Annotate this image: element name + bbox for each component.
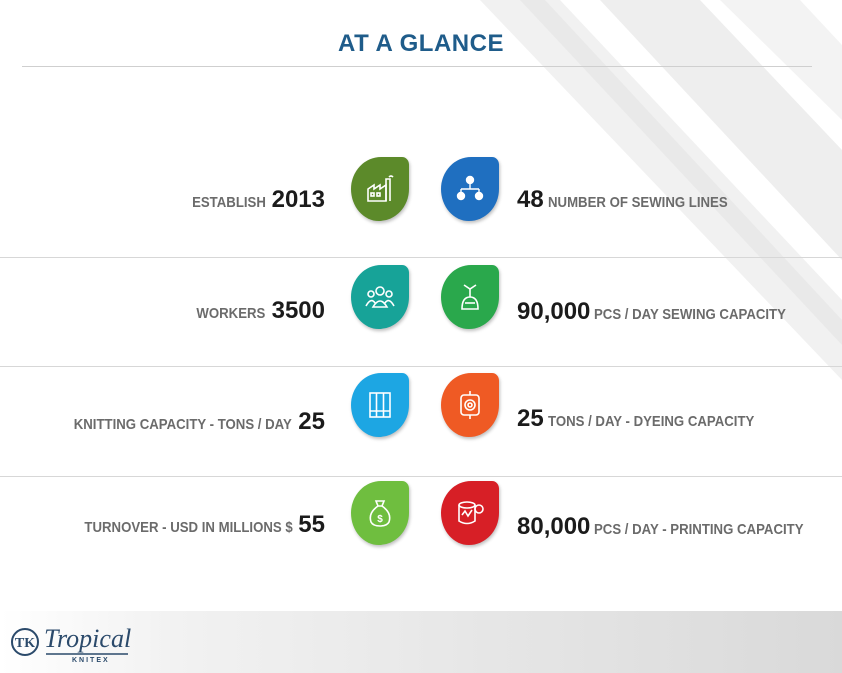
svg-text:KNITEX: KNITEX <box>72 657 110 664</box>
stat-sewing-lines: 48 NUMBER OF SEWING LINES <box>517 186 752 214</box>
stat-workers: WORKERS 3500 <box>187 297 325 325</box>
svg-text:TK: TK <box>15 636 35 651</box>
dyeing-machine-icon <box>441 373 499 437</box>
stat-printing-capacity: 80,000 PCS / DAY - PRINTING CAPACITY <box>517 513 833 541</box>
stat-label: PCS / DAY - PRINTING CAPACITY <box>594 521 804 538</box>
row-divider <box>0 257 842 258</box>
page-title: AT A GLANCE <box>338 30 504 57</box>
row-divider <box>0 476 842 477</box>
factory-icon <box>351 157 409 221</box>
svg-text:Tropical: Tropical <box>44 624 131 653</box>
stat-label: TONS / DAY - DYEING CAPACITY <box>547 413 755 430</box>
network-icon <box>441 157 499 221</box>
title-divider <box>22 66 812 67</box>
printing-icon <box>441 481 499 545</box>
sewing-machine-icon <box>441 265 499 329</box>
stat-value: 3500 <box>271 297 325 324</box>
stat-label: TURNOVER - USD IN MILLIONS $ <box>84 519 293 536</box>
stat-establish: ESTABLISH 2013 <box>182 186 325 214</box>
stat-value: 48 <box>517 186 544 213</box>
stat-dyeing-capacity: 25 TONS / DAY - DYEING CAPACITY <box>517 405 782 433</box>
stat-sewing-capacity: 90,000 PCS / DAY SEWING CAPACITY <box>517 298 813 326</box>
knitting-machine-icon <box>351 373 409 437</box>
stat-value: 25 <box>298 408 325 435</box>
stat-label: KNITTING CAPACITY - TONS / DAY <box>74 416 293 433</box>
stat-knitting-capacity: KNITTING CAPACITY - TONS / DAY 25 <box>44 408 325 436</box>
stat-turnover: TURNOVER - USD IN MILLIONS $ 55 <box>56 511 325 539</box>
stat-value: 25 <box>517 405 544 432</box>
tropical-knitex-logo: TK Tropical KNITEX <box>11 624 131 664</box>
stat-label: PCS / DAY SEWING CAPACITY <box>594 306 787 323</box>
svg-text:$: $ <box>377 514 383 525</box>
money-bag-icon: $ <box>351 481 409 545</box>
people-group-icon <box>351 265 409 329</box>
stat-value: 2013 <box>271 186 325 213</box>
row-divider <box>0 366 842 367</box>
stat-value: 90,000 <box>517 298 591 325</box>
stat-label: WORKERS <box>196 305 266 322</box>
stat-label: NUMBER OF SEWING LINES <box>547 194 728 211</box>
stat-value: 55 <box>298 511 325 538</box>
stat-value: 80,000 <box>517 513 591 540</box>
footer-band <box>0 611 842 673</box>
stat-label: ESTABLISH <box>191 194 266 211</box>
